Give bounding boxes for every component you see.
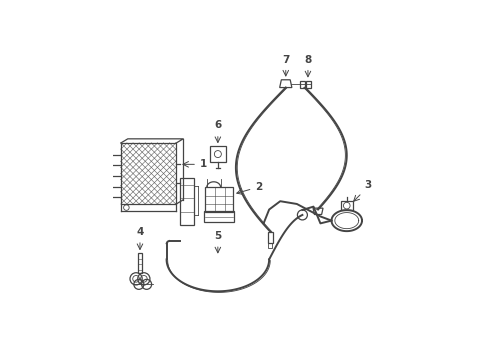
Text: 5: 5 [214, 231, 221, 242]
Bar [306, 81, 311, 87]
Text: 4: 4 [136, 227, 144, 237]
Bar [138, 253, 142, 273]
Text: 8: 8 [304, 55, 312, 65]
Bar [341, 201, 353, 210]
Bar [269, 243, 272, 248]
Bar [204, 211, 235, 222]
Bar [268, 232, 273, 243]
Bar [210, 146, 225, 162]
Text: 6: 6 [214, 120, 221, 130]
Text: 3: 3 [365, 180, 372, 190]
Text: 2: 2 [255, 183, 263, 192]
Text: 7: 7 [282, 55, 290, 65]
Bar [300, 81, 305, 87]
Bar [205, 187, 233, 212]
Bar [121, 143, 176, 204]
Bar [180, 177, 195, 225]
Text: 1: 1 [200, 159, 207, 169]
